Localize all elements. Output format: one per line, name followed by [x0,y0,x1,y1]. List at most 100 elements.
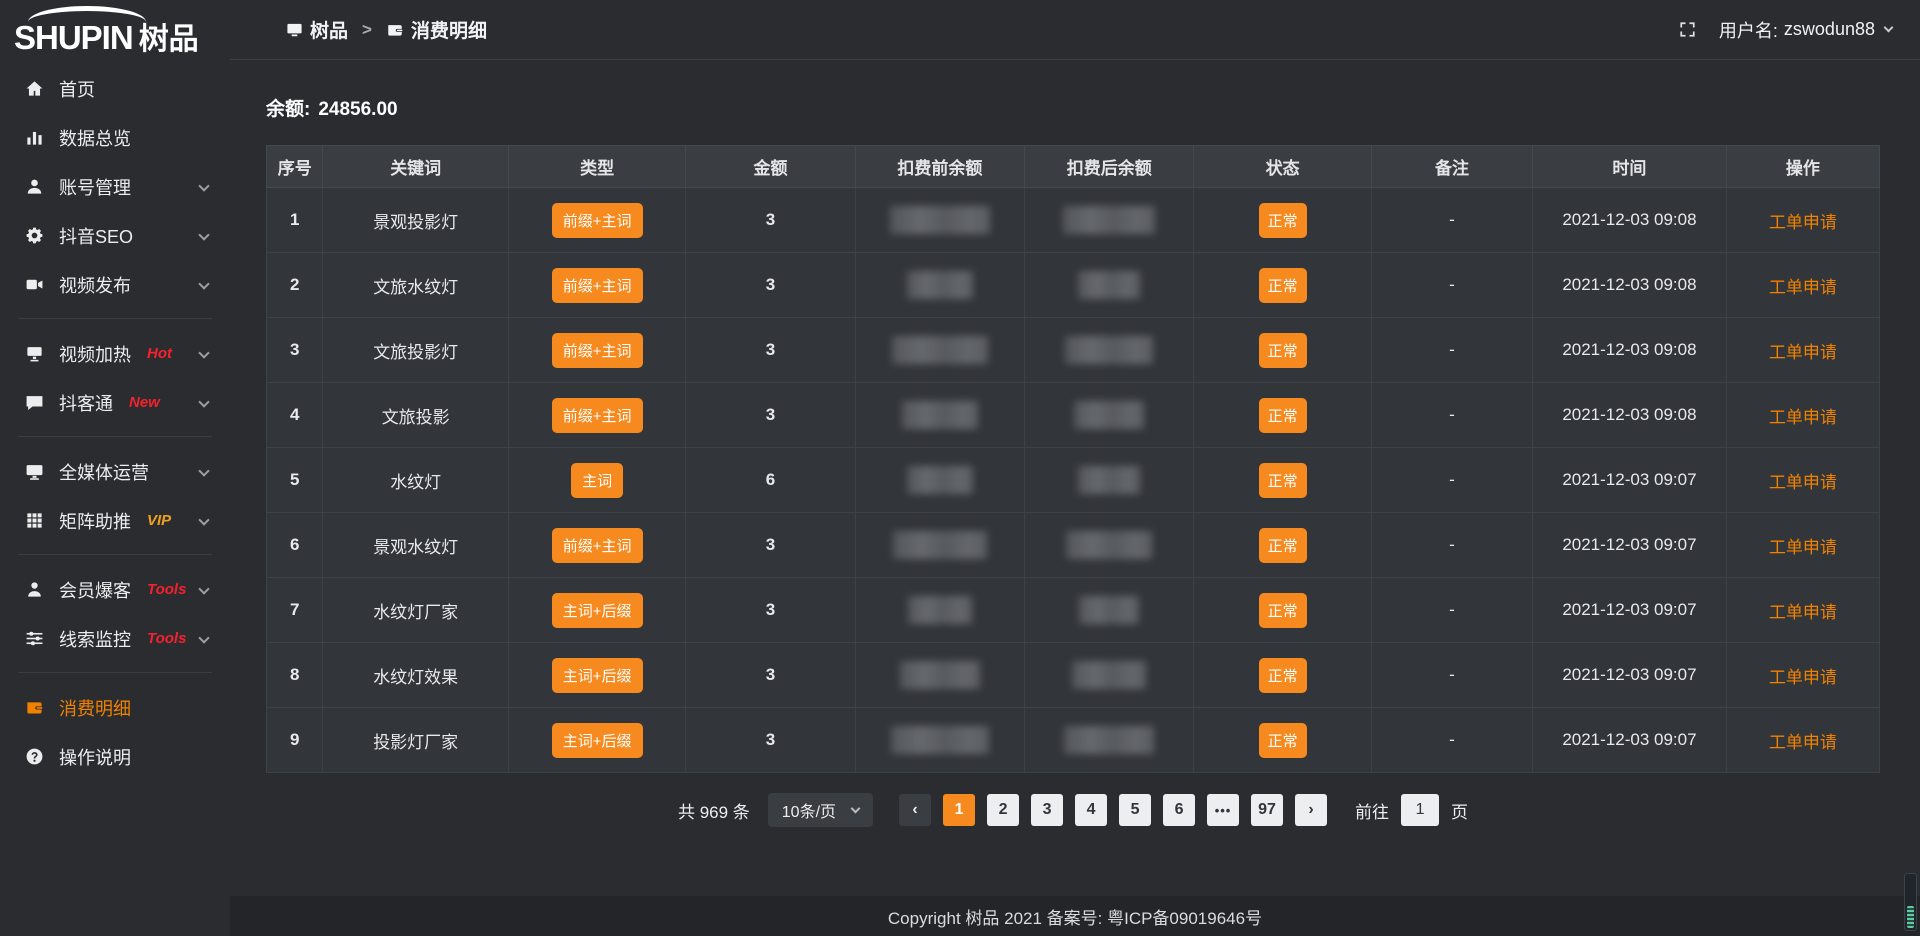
cell-seq: 7 [265,577,324,643]
work-order-link[interactable]: 工单申请 [1768,732,1837,752]
goto-label: 前往 [1355,802,1390,822]
column-header-9: 操作 [1725,145,1881,188]
status-badge: 正常 [1258,397,1307,433]
page-button-2[interactable]: 2 [987,794,1020,826]
work-order-link[interactable]: 工单申请 [1768,602,1837,622]
copyright-text: Copyright 树品 2021 备案号: 粤ICP备09019646号 [887,908,1263,928]
cell-action: 工单申请 [1725,707,1881,773]
status-badge: 正常 [1258,332,1307,368]
breadcrumb-item-consume-detail[interactable]: 消费明细 [386,16,487,43]
footer: Copyright 树品 2021 备案号: 粤ICP备09019646号 [230,896,1920,936]
type-badge: 前缀+主词 [551,397,643,433]
topbar: 树品 > 消费明细 用户名: zswodun88 [230,0,1920,60]
home-icon [24,79,44,98]
table-row: 9 投影灯厂家 主词+后缀 3 正常 - 2021-12-03 09:07 工单… [265,707,1881,773]
page-size-select[interactable]: 10条/页 [767,793,874,827]
sidebar-item-home[interactable]: 首页 [0,64,230,113]
cell-remark: - [1370,317,1534,383]
breadcrumb-item-shupin[interactable]: 树品 [286,16,348,43]
page-button-4[interactable]: 4 [1075,794,1108,826]
status-badge: 正常 [1258,267,1307,303]
sidebar-item-video-publish[interactable]: 视频发布 [0,260,230,309]
monitor-icon [24,462,44,481]
work-order-link[interactable]: 工单申请 [1768,407,1837,427]
page-button-6[interactable]: 6 [1163,794,1196,826]
goto-page-input[interactable]: 1 [1401,794,1440,826]
user-menu[interactable]: 用户名: zswodun88 [1718,17,1894,43]
sidebar-item-badge: Tools [147,630,187,647]
sidebar-item-member-burst[interactable]: 会员爆客 Tools [0,565,230,614]
cell-type: 主词 [507,447,687,513]
sidebar-item-label: 全媒体运营 [59,462,149,483]
cell-action: 工单申请 [1725,642,1881,708]
sidebar-item-account-manage[interactable]: 账号管理 [0,162,230,211]
main-area: 树品 > 消费明细 用户名: zswodun88 余额: 24856.00 序号关… [230,0,1920,936]
mini-scrollbar-handle [1907,906,1914,928]
sidebar-item-douyin-seo[interactable]: 抖音SEO [0,211,230,260]
cell-type: 前缀+主词 [507,252,687,318]
masked-balance [1078,271,1141,299]
cell-status: 正常 [1193,382,1372,448]
status-badge: 正常 [1258,462,1307,498]
cell-keyword: 水纹灯厂家 [322,577,509,643]
cell-time: 2021-12-03 09:08 [1532,382,1727,448]
cell-amount: 3 [685,317,856,383]
cell-status: 正常 [1193,577,1372,643]
sidebar-item-label: 视频发布 [59,275,131,296]
table-header-row: 序号 关键词 类型 金额 扣费前余额 扣费后余额 状态 备注 时间 操作 [265,145,1881,188]
cell-amount: 3 [685,577,856,643]
cell-time: 2021-12-03 09:08 [1532,252,1727,318]
work-order-link[interactable]: 工单申请 [1768,537,1837,557]
sidebar-item-data-overview[interactable]: 数据总览 [0,113,230,162]
page-button-1[interactable]: 1 [943,794,976,826]
sidebar-item-douketong[interactable]: 抖客通 New [0,378,230,427]
column-header-7: 备注 [1370,145,1534,188]
cell-pre-balance [854,447,1026,513]
masked-balance [1074,401,1145,429]
sidebar-item-video-heat[interactable]: 视频加热 Hot [0,329,230,378]
breadcrumb: 树品 > 消费明细 [286,16,487,43]
breadcrumb-label: 树品 [310,21,349,42]
cell-type: 主词+后缀 [507,642,687,708]
sidebar-item-consume-detail[interactable]: 消费明细 [0,683,230,732]
wallet-icon [386,21,404,39]
sidebar-item-operation-guide[interactable]: 操作说明 [0,732,230,781]
fullscreen-icon[interactable] [1678,20,1697,39]
mini-scrollbar[interactable] [1904,873,1917,931]
sidebar-item-matrix-boost[interactable]: 矩阵助推 VIP [0,496,230,545]
sidebar-item-label: 会员爆客 [59,580,131,601]
cell-post-balance [1024,512,1195,578]
cell-post-balance [1024,252,1195,318]
column-header-4: 扣费前余额 [854,145,1026,188]
cell-post-balance [1024,707,1195,773]
work-order-link[interactable]: 工单申请 [1768,212,1837,232]
masked-balance [1063,206,1156,234]
page-button-3[interactable]: 3 [1031,794,1064,826]
masked-balance [907,596,972,624]
prev-page-button[interactable]: ‹ [899,794,932,826]
masked-balance [1066,531,1153,559]
sidebar-item-all-media[interactable]: 全媒体运营 [0,447,230,496]
table-body: 1 景观投影灯 前缀+主词 3 正常 - 2021-12-03 09:08 工单… [265,187,1881,773]
cell-type: 前缀+主词 [507,382,687,448]
page-ellipsis[interactable]: ••• [1207,794,1240,826]
sidebar-item-badge: New [129,394,160,411]
next-page-button[interactable]: › [1295,794,1328,826]
cell-time: 2021-12-03 09:07 [1532,512,1727,578]
column-header-8: 时间 [1532,145,1727,188]
type-badge: 主词+后缀 [551,592,643,628]
work-order-link[interactable]: 工单申请 [1768,342,1837,362]
page-button-5[interactable]: 5 [1119,794,1152,826]
work-order-link[interactable]: 工单申请 [1768,472,1837,492]
user-icon [24,177,44,196]
page-button-97[interactable]: 97 [1251,794,1284,826]
sidebar-item-clue-monitor[interactable]: 线索监控 Tools [0,614,230,663]
cell-amount: 3 [685,252,856,318]
cell-action: 工单申请 [1725,447,1881,513]
cell-pre-balance [854,577,1026,643]
sidebar-divider [18,436,212,437]
username-label: 用户名: [1718,20,1778,41]
work-order-link[interactable]: 工单申请 [1768,667,1837,687]
work-order-link[interactable]: 工单申请 [1768,277,1837,297]
goto-suffix: 页 [1451,802,1469,822]
